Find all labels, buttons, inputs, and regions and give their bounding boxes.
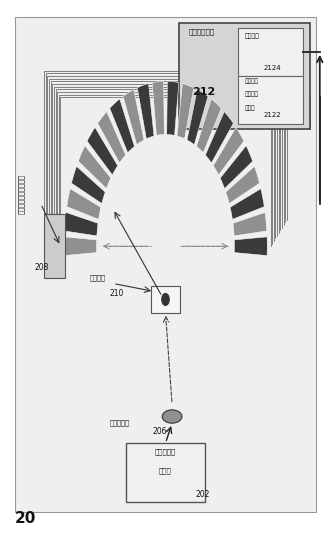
Bar xyxy=(179,22,310,129)
Text: 存储系统: 存储系统 xyxy=(244,33,259,39)
Ellipse shape xyxy=(162,410,182,423)
Polygon shape xyxy=(78,146,111,189)
Text: 正电子束团: 正电子束团 xyxy=(110,419,130,426)
Polygon shape xyxy=(64,212,98,236)
Polygon shape xyxy=(213,127,244,175)
Text: 正电子束团: 正电子束团 xyxy=(155,448,176,455)
Text: 信号处理系统: 信号处理系统 xyxy=(188,28,215,35)
Bar xyxy=(238,28,303,76)
Text: 2122: 2122 xyxy=(264,112,282,118)
Text: 子信号处: 子信号处 xyxy=(244,92,258,97)
Polygon shape xyxy=(177,83,194,139)
Circle shape xyxy=(162,294,169,305)
Polygon shape xyxy=(98,112,126,163)
Polygon shape xyxy=(167,81,179,135)
Bar xyxy=(238,76,303,124)
Text: 待测样品: 待测样品 xyxy=(90,274,106,281)
Polygon shape xyxy=(110,99,134,153)
Text: 202: 202 xyxy=(195,490,210,499)
Polygon shape xyxy=(64,237,97,256)
Text: 210: 210 xyxy=(110,289,124,298)
Polygon shape xyxy=(123,89,144,144)
Bar xyxy=(44,215,66,278)
Polygon shape xyxy=(67,189,101,219)
Polygon shape xyxy=(197,99,221,153)
Polygon shape xyxy=(233,212,267,236)
Text: 理系统: 理系统 xyxy=(244,105,255,111)
Polygon shape xyxy=(205,112,233,163)
Text: 212: 212 xyxy=(192,87,215,97)
Text: 20: 20 xyxy=(15,510,36,525)
Polygon shape xyxy=(226,166,260,203)
Polygon shape xyxy=(71,166,105,203)
Polygon shape xyxy=(137,83,154,139)
Text: 位置灵敏型闪烁探测器: 位置灵敏型闪烁探测器 xyxy=(18,174,24,215)
Text: 206: 206 xyxy=(152,427,167,436)
Bar xyxy=(151,286,180,313)
Polygon shape xyxy=(152,81,164,135)
Polygon shape xyxy=(87,127,118,175)
Polygon shape xyxy=(187,89,208,144)
Text: 2124: 2124 xyxy=(264,65,282,71)
Text: 发生器: 发生器 xyxy=(159,467,172,473)
Polygon shape xyxy=(230,189,264,219)
Polygon shape xyxy=(220,146,253,189)
Bar xyxy=(126,443,205,502)
Text: 多通道光: 多通道光 xyxy=(244,79,258,84)
Polygon shape xyxy=(234,237,267,256)
Text: 208: 208 xyxy=(34,263,49,272)
